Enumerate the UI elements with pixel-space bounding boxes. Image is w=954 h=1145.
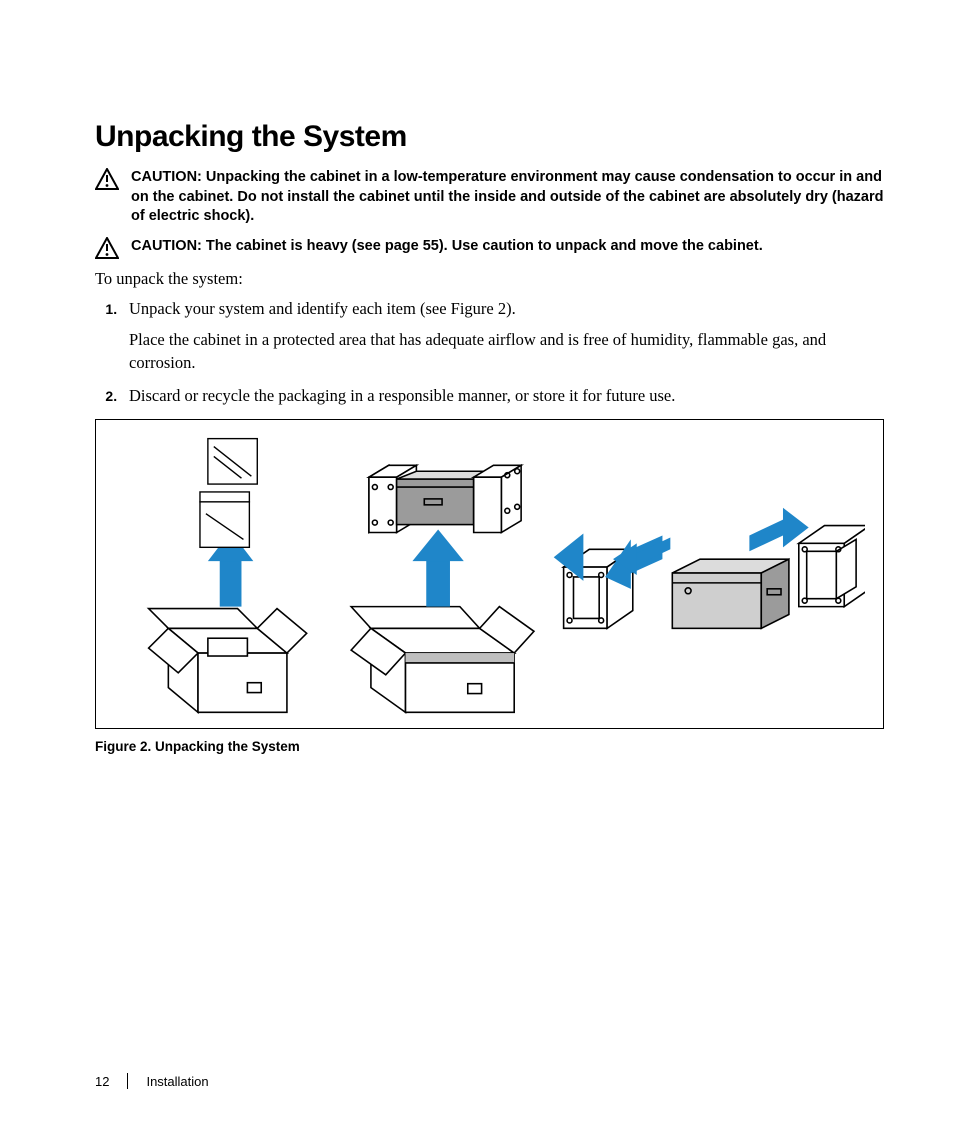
step-1-text: Unpack your system and identify each ite… — [129, 299, 516, 318]
page-footer: 12 Installation — [95, 1073, 209, 1089]
footer-section: Installation — [146, 1074, 208, 1089]
warning-icon — [95, 237, 131, 259]
step-1: Unpack your system and identify each ite… — [121, 297, 884, 374]
step-2-text: Discard or recycle the packaging in a re… — [129, 386, 675, 405]
lead-text: To unpack the system: — [95, 269, 884, 289]
footer-divider — [127, 1073, 128, 1089]
caution-1-text: CAUTION: Unpacking the cabinet in a low-… — [131, 168, 884, 227]
caution-body: The cabinet is heavy (see page 55). Use … — [206, 238, 763, 254]
caution-2: CAUTION: The cabinet is heavy (see page … — [95, 237, 884, 259]
caution-body: Unpacking the cabinet in a low-temperatu… — [131, 169, 884, 224]
figure-caption: Figure 2. Unpacking the System — [95, 739, 884, 754]
caution-2-text: CAUTION: The cabinet is heavy (see page … — [131, 237, 763, 257]
section-heading: Unpacking the System — [95, 120, 884, 154]
page-number: 12 — [95, 1074, 109, 1089]
step-2: Discard or recycle the packaging in a re… — [121, 384, 884, 407]
figure-frame — [95, 419, 884, 729]
steps-list: Unpack your system and identify each ite… — [95, 297, 884, 407]
warning-icon — [95, 168, 131, 190]
step-1-sub: Place the cabinet in a protected area th… — [129, 328, 884, 374]
figure-svg — [114, 430, 865, 718]
caution-label: CAUTION: — [131, 238, 202, 254]
page: Unpacking the System CAUTION: Unpacking … — [0, 0, 954, 1145]
caution-label: CAUTION: — [131, 169, 202, 185]
caution-1: CAUTION: Unpacking the cabinet in a low-… — [95, 168, 884, 227]
